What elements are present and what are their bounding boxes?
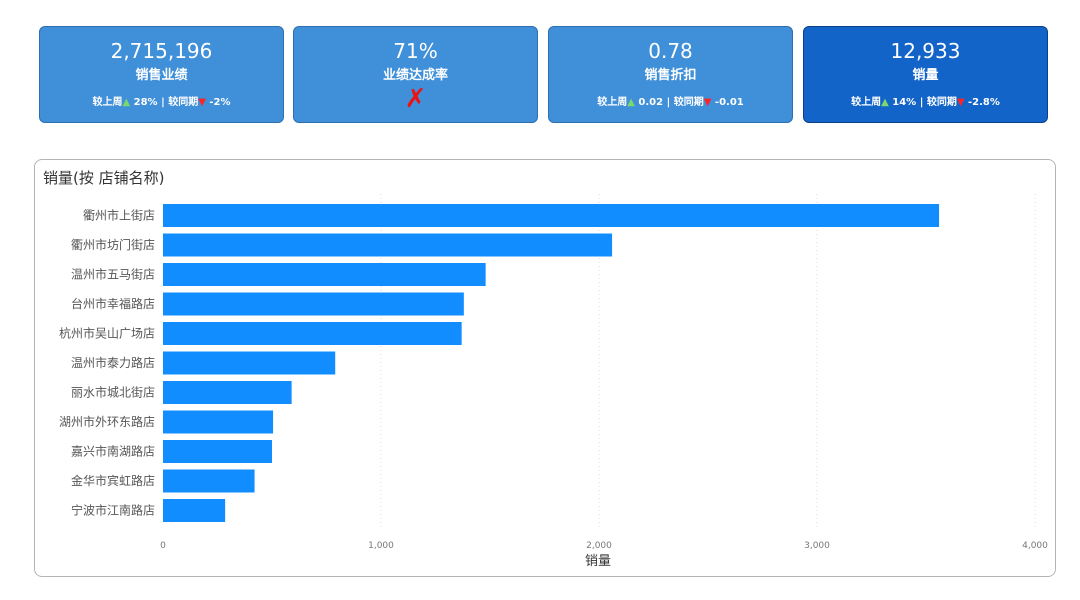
kpi-label: 销量 — [912, 68, 939, 83]
kpi-label: 销售业绩 — [135, 68, 188, 83]
category-label: 湖州市外环东路店 — [59, 414, 155, 429]
x-axis-title: 销量 — [585, 554, 611, 569]
wow-value: 28% — [133, 97, 158, 108]
bar[interactable] — [163, 263, 486, 286]
kpi-label: 业绩达成率 — [382, 68, 448, 83]
category-label: 温州市泰力路店 — [71, 355, 155, 370]
down-arrow-icon: ▼ — [956, 97, 965, 108]
kpi-card-sales-volume[interactable]: 12,933 销量 较上周▲ 14% | 较同期▼ -2.8% — [803, 26, 1048, 123]
bar[interactable] — [163, 499, 226, 522]
separator: | — [666, 97, 671, 108]
category-label: 金华市宾虹路店 — [71, 473, 155, 488]
kpi-trend: 较上周▲ 14% | 较同期▼ -2.8% — [804, 96, 1047, 110]
category-label: 杭州市吴山广场店 — [59, 326, 155, 341]
kpi-trend: 较上周▲ 28% | 较同期▼ -2% — [40, 96, 283, 110]
wow-value: 0.02 — [638, 97, 664, 108]
bar[interactable] — [163, 204, 940, 227]
wow-label: 较上周 — [597, 97, 628, 108]
cross-icon: ✗ — [404, 84, 427, 114]
kpi-card-discount[interactable]: 0.78 销售折扣 较上周▲ 0.02 | 较同期▼ -0.01 — [548, 26, 793, 123]
category-label: 台州市幸福路店 — [71, 296, 155, 311]
separator: | — [161, 97, 165, 108]
x-tick-label: 1,000 — [368, 541, 394, 551]
bar[interactable] — [163, 351, 336, 375]
x-tick-label: 4,000 — [1022, 541, 1048, 551]
yoy-value: -2.8% — [968, 97, 1000, 108]
bar[interactable] — [163, 381, 292, 404]
kpi-trend: 较上周▲ 0.02 | 较同期▼ -0.01 — [549, 96, 792, 110]
kpi-card-sales-performance[interactable]: 2,715,196 销售业绩 较上周▲ 28% | 较同期▼ -2% — [39, 26, 284, 123]
separator: | — [919, 97, 924, 108]
chart-card: 销量(按 店铺名称) 衢州市上街店衢州市坊门街店 温州市五马街店 台州市幸福路店杭州… — [34, 159, 1056, 577]
kpi-value: 2,715,196 — [110, 39, 213, 63]
bar[interactable] — [163, 322, 462, 345]
up-arrow-icon: ▲ — [881, 97, 889, 108]
category-label: 衢州市上街店 — [83, 208, 155, 223]
bar[interactable] — [163, 410, 274, 434]
x-tick-label: 0 — [160, 541, 166, 551]
x-tick-label: 3,000 — [804, 541, 830, 551]
category-label: 衢州市坊门街店 — [71, 237, 155, 252]
x-tick-label: 2,000 — [586, 541, 612, 551]
category-label: 丽水市城北街店 — [71, 385, 155, 400]
kpi-value: 12,933 — [890, 39, 961, 63]
down-arrow-icon: ▼ — [198, 97, 206, 108]
down-arrow-icon: ▼ — [703, 97, 712, 108]
category-label: 温州市五马街店 — [71, 267, 155, 282]
bar-chart: 衢州市上街店衢州市坊门街店温州市五马街店台州市幸福路店杭州市吴山广场店温州市泰力… — [59, 194, 1048, 569]
wow-label: 较上周 — [92, 97, 123, 108]
up-arrow-icon: ▲ — [122, 97, 131, 108]
yoy-value: -2% — [209, 97, 231, 108]
kpi-card-achievement-rate[interactable]: 71% 业绩达成率 ✗ — [293, 26, 538, 123]
category-label: 宁波市江南路店 — [71, 503, 155, 518]
bar[interactable] — [163, 440, 272, 463]
yoy-label: 较同期 — [673, 97, 704, 108]
kpi-value: 71% — [393, 39, 438, 63]
kpi-label: 销售折扣 — [644, 68, 697, 83]
kpi-value: 0.78 — [648, 39, 693, 63]
wow-value: 14% — [892, 97, 917, 108]
yoy-label: 较同期 — [926, 97, 957, 108]
category-label: 嘉兴市南湖路店 — [71, 444, 155, 459]
wow-label: 较上周 — [851, 97, 882, 108]
yoy-value: -0.01 — [714, 97, 744, 108]
bar[interactable] — [163, 292, 464, 316]
up-arrow-icon: ▲ — [627, 97, 635, 108]
yoy-label: 较同期 — [168, 97, 199, 108]
bar[interactable] — [163, 469, 255, 493]
chart-title: 销量(按 店铺名称) — [43, 169, 165, 187]
bar[interactable] — [163, 233, 613, 257]
